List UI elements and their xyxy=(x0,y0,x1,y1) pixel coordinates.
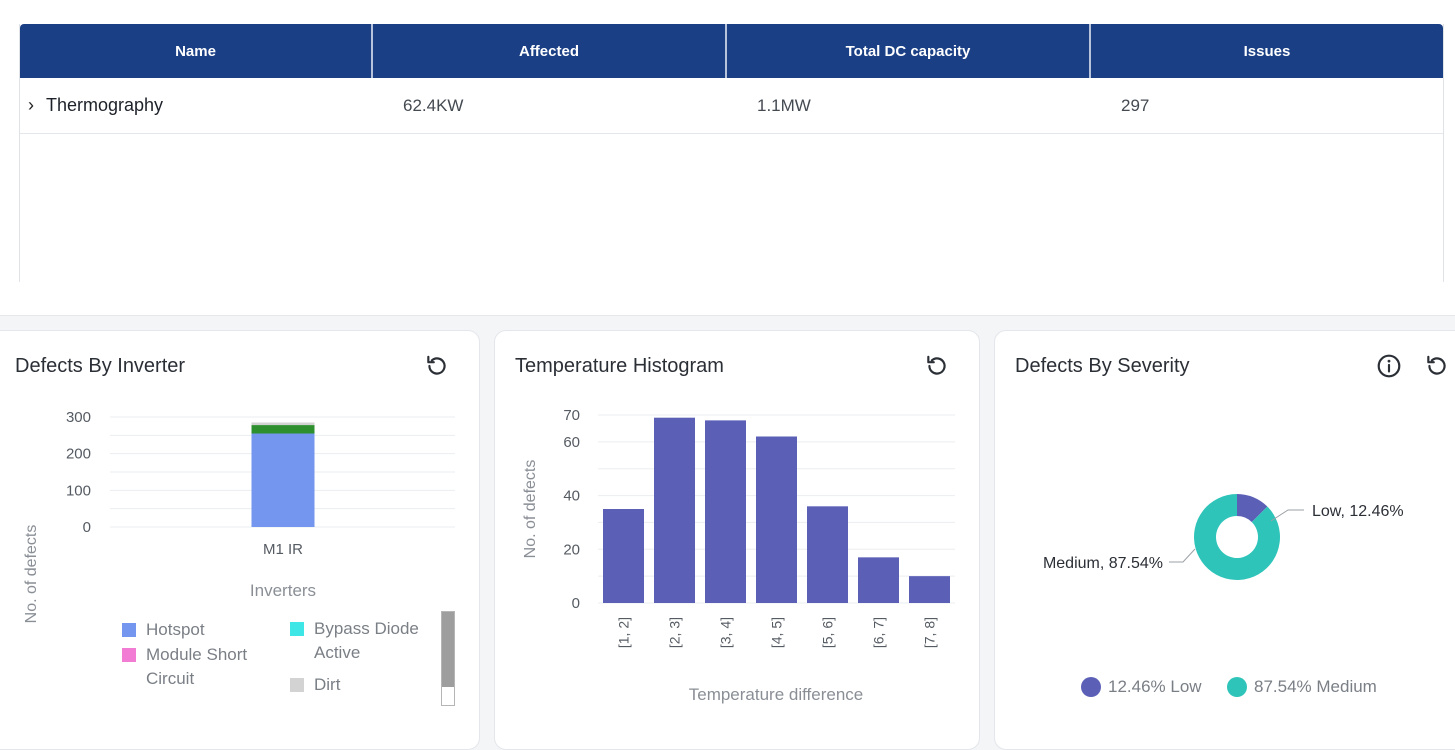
callout-line xyxy=(1169,548,1196,563)
legend-swatch xyxy=(290,622,304,636)
bar-segment[interactable] xyxy=(251,433,315,528)
card-title: Temperature Histogram xyxy=(515,355,724,377)
histogram-chart: 0 20 40 60 70 [1, 2] [2, 3] [3, 4] [4, 5] [5, 6] [… xyxy=(522,407,955,704)
summary-table-panel: Name Affected Total DC capacity Issues ›… xyxy=(0,20,1455,316)
x-tick-label: [7, 8] xyxy=(922,617,938,648)
row-name: Thermography xyxy=(46,95,164,115)
legend-swatch xyxy=(122,623,136,637)
x-tick-label: [6, 7] xyxy=(871,617,887,648)
y-tick-label: 20 xyxy=(563,541,580,558)
y-tick-label: 300 xyxy=(66,409,91,426)
summary-table: Name Affected Total DC capacity Issues ›… xyxy=(19,24,1444,282)
bar-segment[interactable] xyxy=(251,425,315,434)
expand-chevron-icon[interactable]: › xyxy=(28,95,34,115)
x-tick-label: M1 IR xyxy=(263,541,303,558)
table-row[interactable]: › Thermography 62.4KW 1.1MW 297 xyxy=(20,78,1443,134)
histogram-bar[interactable] xyxy=(807,506,848,603)
histogram-bar[interactable] xyxy=(909,576,950,603)
x-tick-label: [4, 5] xyxy=(769,617,785,648)
x-tick-label: [1, 2] xyxy=(616,617,632,648)
y-tick-label: 60 xyxy=(563,434,580,451)
legend-swatch xyxy=(122,648,136,662)
donut-slice[interactable] xyxy=(1194,494,1280,580)
histogram-bar[interactable] xyxy=(756,436,797,603)
y-tick-label: 40 xyxy=(563,488,580,505)
row-total-dc-capacity: 1.1MW xyxy=(757,95,811,115)
y-tick-label: 100 xyxy=(66,482,91,499)
x-tick-label: [3, 4] xyxy=(718,617,734,648)
legend-item-dirt[interactable]: Dirt xyxy=(290,673,340,697)
refresh-icon[interactable] xyxy=(424,353,450,379)
refresh-icon[interactable] xyxy=(1424,353,1450,379)
legend-scrollbar[interactable] xyxy=(441,611,455,706)
callout-line xyxy=(1270,509,1304,522)
legend-scrollbar-thumb[interactable] xyxy=(442,612,454,687)
x-tick-label: [5, 6] xyxy=(820,617,836,648)
table-header: Name Affected Total DC capacity Issues xyxy=(20,24,1443,78)
card-title: Defects By Inverter xyxy=(15,355,186,377)
info-icon[interactable] xyxy=(1376,353,1402,379)
legend-swatch xyxy=(290,678,304,692)
row-affected: 62.4KW xyxy=(403,95,464,115)
histogram-bar[interactable] xyxy=(705,420,746,603)
legend-item-medium[interactable]: 87.54% Medium xyxy=(1227,677,1377,697)
donut-slice[interactable] xyxy=(1237,494,1268,523)
histogram-bar[interactable] xyxy=(654,417,695,603)
slice-label-medium: Medium, 87.54% xyxy=(1043,555,1163,572)
refresh-icon[interactable] xyxy=(924,353,950,379)
histogram-bar[interactable] xyxy=(603,509,644,603)
x-axis-label: Inverters xyxy=(250,581,316,600)
x-tick-label: [2, 3] xyxy=(667,617,683,648)
legend-dot xyxy=(1227,677,1247,697)
legend-item-low[interactable]: 12.46% Low xyxy=(1081,677,1202,697)
defects-by-severity-card: Defects By Severity Low, 12.46% Medium, 8… xyxy=(994,330,1455,750)
y-axis-label: No. of defects xyxy=(23,525,40,624)
legend-item-module-short-circuit[interactable]: Module Short Circuit xyxy=(122,643,247,691)
defects-by-inverter-card: Defects By Inverter 0 100 200 300 M1 IR Inver… xyxy=(0,330,480,750)
column-header-affected[interactable]: Affected xyxy=(373,24,727,78)
y-axis-label: No. of defects xyxy=(522,460,539,559)
bar-segment[interactable] xyxy=(251,422,315,426)
column-header-total-dc-capacity[interactable]: Total DC capacity xyxy=(727,24,1091,78)
column-header-name[interactable]: Name xyxy=(20,24,373,78)
y-tick-label: 0 xyxy=(572,595,580,612)
severity-donut-chart: Low, 12.46% Medium, 87.54% xyxy=(1043,494,1404,580)
histogram-bar[interactable] xyxy=(858,557,899,603)
row-issues: 297 xyxy=(1121,95,1150,115)
legend-dot xyxy=(1081,677,1101,697)
y-tick-label: 0 xyxy=(83,519,91,536)
y-tick-label: 70 xyxy=(563,407,580,424)
column-header-issues[interactable]: Issues xyxy=(1243,42,1291,60)
x-axis-label: Temperature difference xyxy=(689,685,864,704)
inverter-chart: 0 100 200 300 M1 IR Inverters No. of defects xyxy=(23,409,455,624)
card-title: Defects By Severity xyxy=(1015,355,1190,377)
y-tick-label: 200 xyxy=(66,446,91,463)
temperature-histogram-card: Temperature Histogram 0 20 40 60 70 [1, 2] [2,… xyxy=(494,330,980,750)
slice-label-low: Low, 12.46% xyxy=(1312,503,1404,520)
legend-item-hotspot[interactable]: Hotspot xyxy=(122,618,205,642)
legend-item-bypass-diode[interactable]: Bypass Diode Active xyxy=(290,617,419,665)
top-strip xyxy=(0,0,1455,20)
